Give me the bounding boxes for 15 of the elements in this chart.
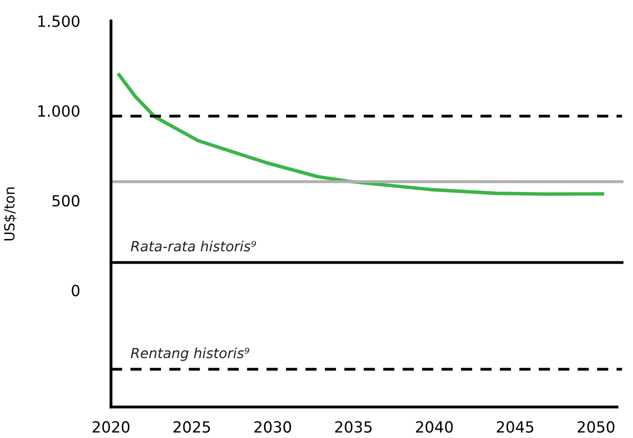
x-tick-label: 2045 bbox=[496, 421, 534, 433]
ref-line-label: Rata-rata historis⁹ bbox=[130, 240, 256, 252]
x-tick-label: 2025 bbox=[174, 421, 210, 433]
y-tick-label: 1.000 bbox=[38, 105, 80, 117]
x-tick-label: 2030 bbox=[254, 421, 292, 433]
x-tick-label: 2040 bbox=[416, 421, 453, 433]
x-tick-label: 2020 bbox=[92, 421, 130, 433]
x-tick-label: 2035 bbox=[335, 421, 372, 433]
y-tick-label: 1.500 bbox=[38, 15, 80, 28]
line-series bbox=[117, 73, 604, 196]
y-axis-title: US$/ton bbox=[4, 188, 16, 240]
y-tick-label: 0 bbox=[72, 284, 80, 296]
ref-line-label: Rentang historis⁹ bbox=[130, 348, 250, 361]
y-tick-label: 500 bbox=[52, 195, 80, 207]
x-tick-label: 2050 bbox=[578, 421, 614, 433]
